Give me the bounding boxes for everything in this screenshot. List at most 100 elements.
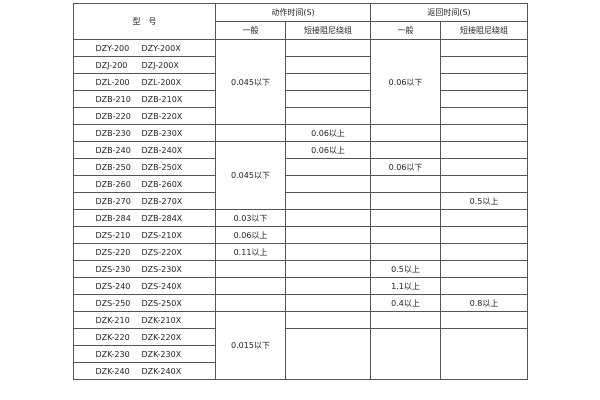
value-cell: 0.06以下 [370,158,442,176]
value-cell [215,294,286,312]
model-cell: DZS-250 DZS-250X [73,294,216,312]
model-name: DZK-210 [95,315,130,325]
model-name-x: DZS-240X [141,281,182,291]
value-cell [215,124,286,142]
value-cell [370,328,442,380]
value-cell [440,243,529,261]
model-name: DZL-200 [95,77,130,87]
value-cell [215,277,286,295]
table-row: DZK-210 DZK-210X 0.015以下 [73,311,529,380]
model-name-x: DZL-200X [141,77,182,87]
action-general-header: 一般 [215,21,286,40]
value-cell: 0.045以下 [215,141,286,210]
value-cell [284,294,372,312]
model-name: DZS-240 [95,281,131,291]
model-name: DZS-210 [95,230,131,240]
model-name: DZS-220 [95,247,131,257]
model-name-x: DZY-200X [141,43,181,53]
model-name: DZB-220 [95,111,131,121]
table-row: DZB-250 DZB-250X 0.06以下 [73,158,529,176]
value-cell [284,90,372,108]
model-name-x: DZK-220X [141,332,182,342]
value-cell [284,243,372,261]
model-name-x: DZB-240X [141,145,183,155]
value-cell [440,311,529,329]
value-cell [284,192,372,210]
table-row: DZS-220 DZS-220X 0.11以上 [73,243,529,261]
value-cell: 1.1以上 [370,277,442,295]
model-name-x: DZJ-200X [141,60,179,70]
value-cell [440,209,529,227]
value-cell [440,226,529,244]
value-cell [215,260,286,278]
value-cell [284,209,372,227]
model-cell: DZK-210 DZK-210X [73,311,216,329]
model-name: DZB-230 [95,128,131,138]
value-cell: 0.11以上 [215,243,286,261]
table-row: DZY-200 DZY-200X 0.045以下 0.06以下 [73,39,529,125]
value-cell: 0.06以上 [284,124,372,142]
model-header: 型 号 [73,3,216,40]
table-row: DZB-220 DZB-220X [73,107,529,125]
model-cell: DZS-240 DZS-240X [73,277,216,295]
model-cell: DZB-230 DZB-230X [73,124,216,142]
table-row: DZB-284 DZB-284X 0.03以下 [73,209,529,227]
value-cell [284,158,372,176]
return-time-header: 返回时间(S) [370,3,529,22]
model-cell: DZB-250 DZB-250X [73,158,216,176]
value-cell [284,328,372,380]
model-cell: DZB-210 DZB-210X [73,90,216,108]
value-cell: 0.015以下 [215,311,286,380]
table-row: DZB-230 DZB-230X 0.06以上 [73,124,529,142]
value-cell: 0.03以下 [215,209,286,227]
model-cell: DZB-284 DZB-284X [73,209,216,227]
model-cell: DZL-200 DZL-200X [73,73,216,91]
model-name-x: DZK-230X [141,349,182,359]
model-name: DZB-284 [95,213,131,223]
value-cell [440,175,529,193]
table-row: DZB-240 DZB-240X 0.045以下 0.06以上 [73,141,529,210]
table-row: DZL-200 DZL-200X [73,73,529,91]
value-cell [440,158,529,176]
value-cell [284,107,372,125]
table-row: DZJ-200 DZJ-200X [73,56,529,74]
value-cell [440,73,529,91]
value-cell [284,175,372,193]
model-name-x: DZK-210X [141,315,182,325]
value-cell [284,73,372,91]
table-row: DZS-210 DZS-210X 0.06以上 [73,226,529,244]
model-name-x: DZB-250X [141,162,183,172]
value-cell [284,226,372,244]
model-name-x: DZB-284X [141,213,183,223]
value-cell [440,107,529,125]
model-name-x: DZB-220X [141,111,183,121]
value-cell: 0.5以上 [370,260,442,278]
model-name: DZY-200 [95,43,130,53]
model-name: DZK-240 [95,366,130,376]
model-cell: DZY-200 DZY-200X [73,39,216,57]
value-cell [440,39,529,57]
value-cell [284,39,372,57]
value-cell: 0.8以上 [440,294,529,312]
value-cell [370,141,442,159]
action-time-header: 动作时间(S) [214,3,372,22]
model-name: DZJ-200 [95,60,128,70]
model-name-x: DZB-260X [141,179,183,189]
model-name-x: DZK-240X [141,366,182,376]
value-cell: 0.5以上 [440,192,529,210]
model-name: DZS-250 [95,298,131,308]
model-name: DZB-260 [95,179,131,189]
value-cell: 0.06以上 [284,141,372,159]
model-name-x: DZS-220X [141,247,182,257]
table-row: DZB-260 DZB-260X [73,175,529,193]
value-cell [284,277,372,295]
model-name: DZK-220 [95,332,130,342]
value-cell [440,260,529,278]
return-short-winding-header: 短接阻尼绕组 [440,21,529,40]
model-name: DZB-270 [95,196,131,206]
model-cell: DZB-240 DZB-240X [73,141,216,159]
model-name: DZB-240 [95,145,131,155]
value-cell: 0.045以下 [215,39,286,125]
table-row: DZB-270 DZB-270X 0.5以上 [73,192,529,210]
value-cell: 0.4以上 [370,294,442,312]
